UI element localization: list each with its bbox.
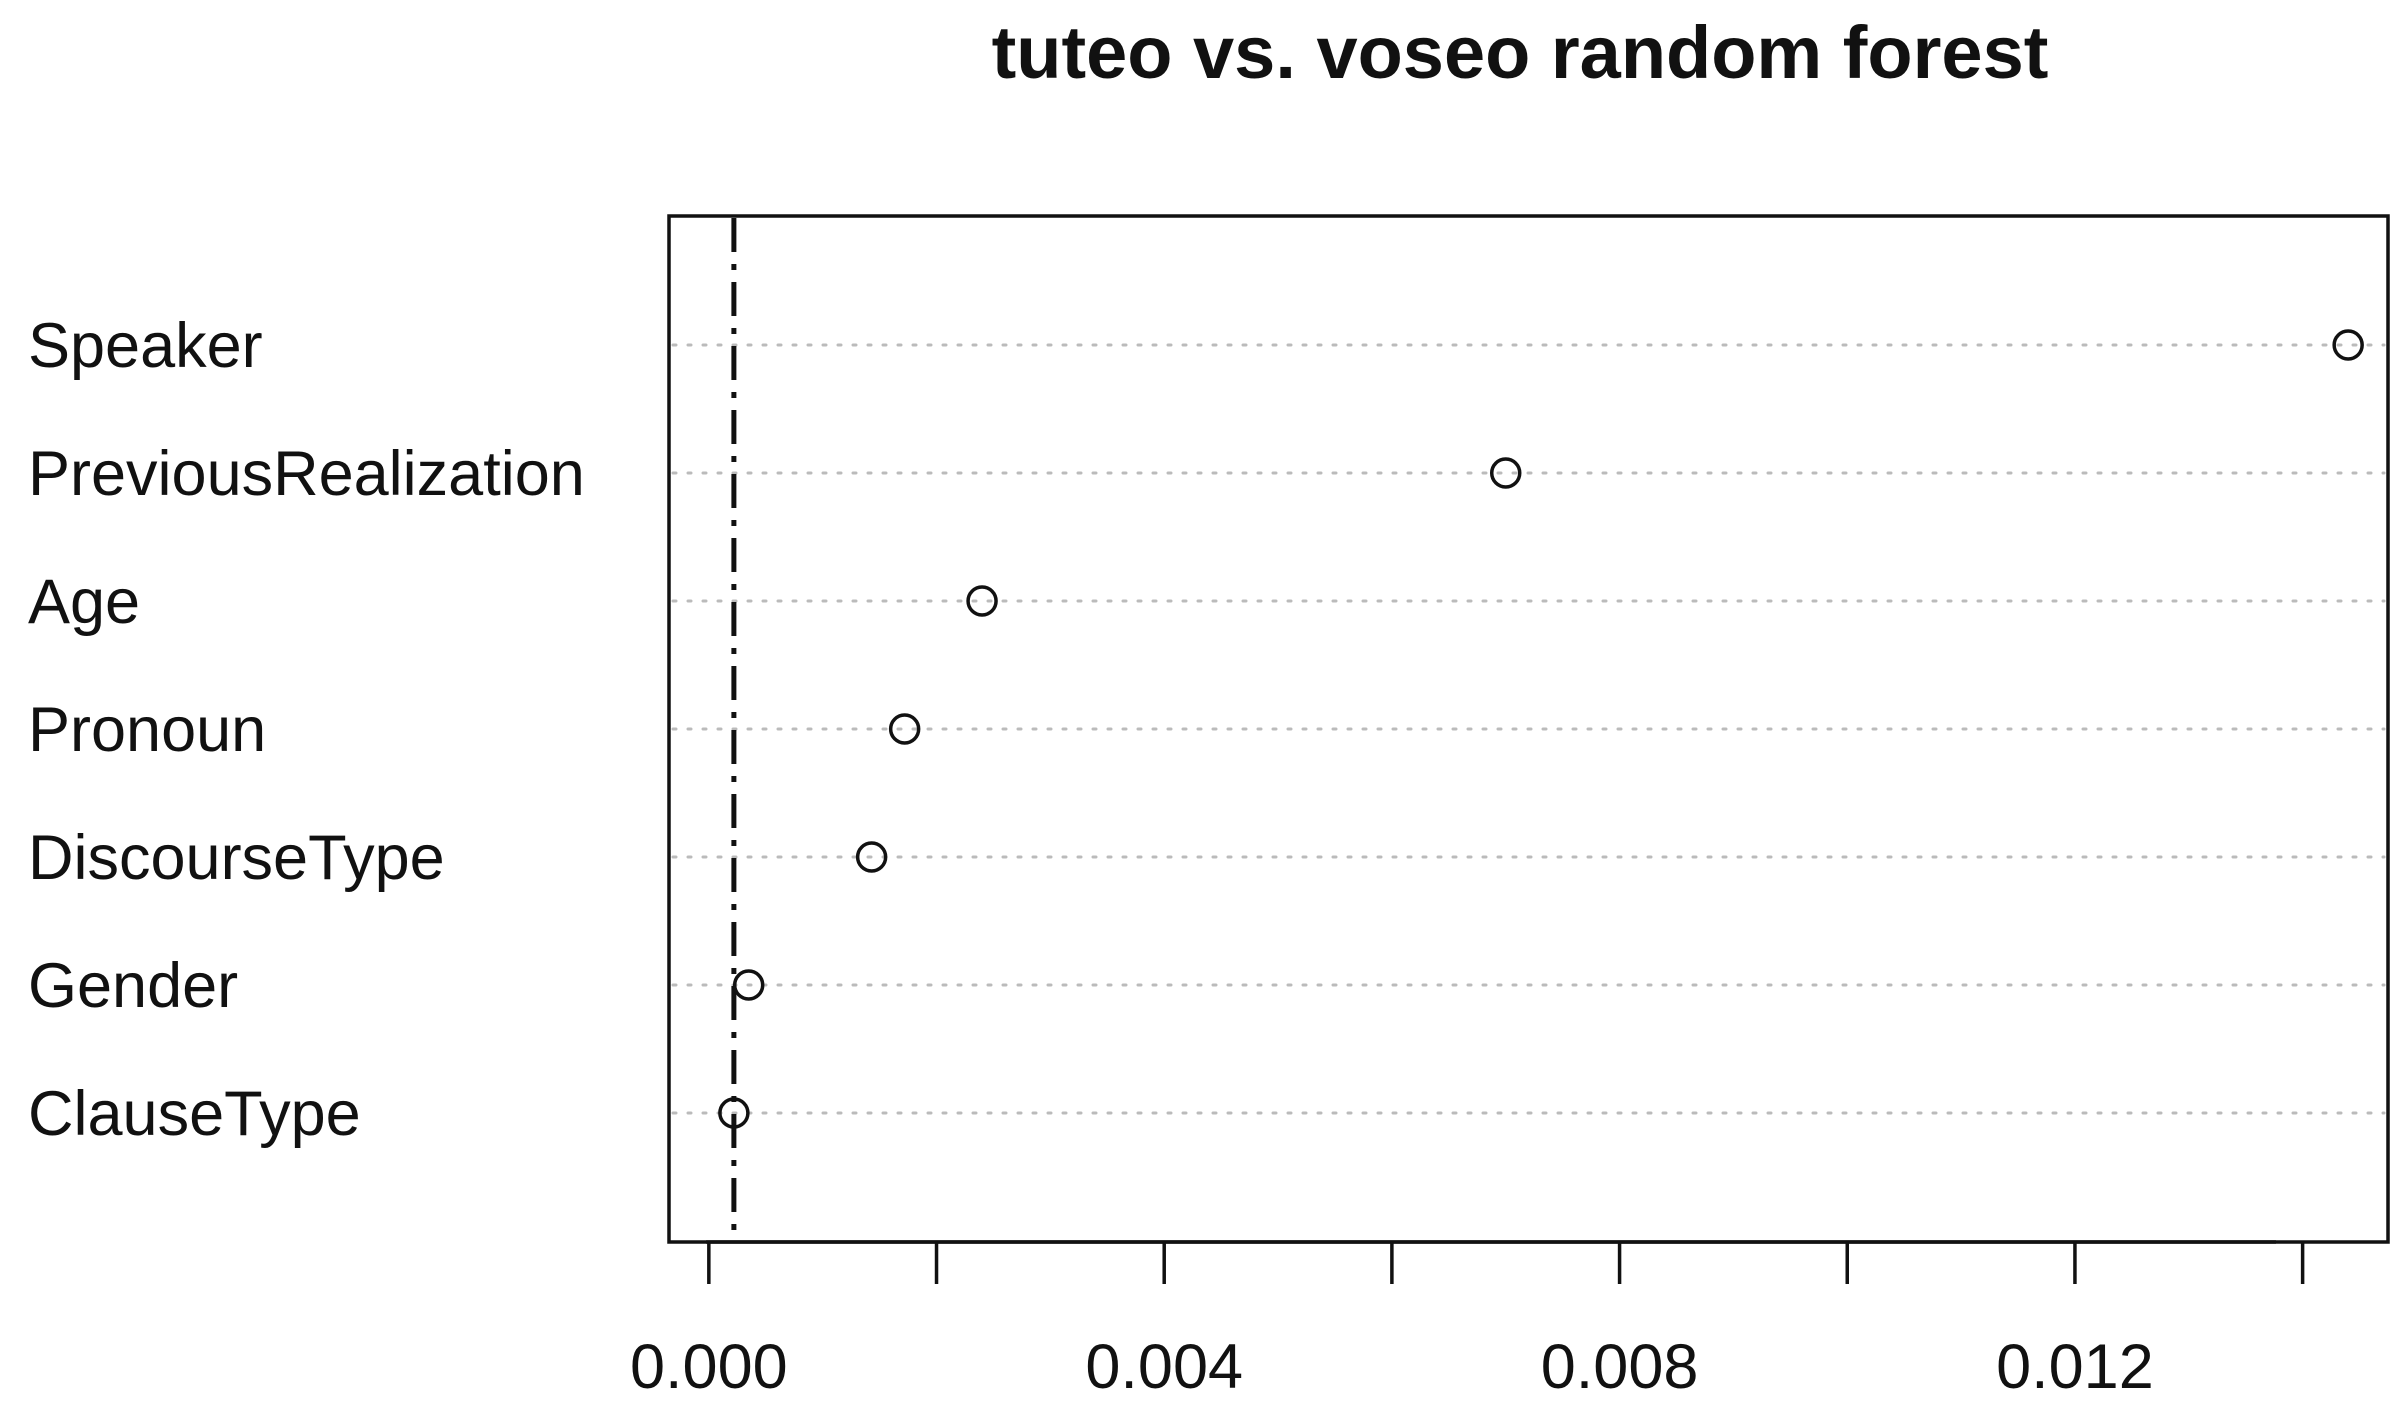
chart-title: tuteo vs. voseo random forest bbox=[992, 11, 2049, 94]
data-point bbox=[888, 713, 921, 745]
grid-lines bbox=[671, 343, 2386, 1115]
category-label: Gender bbox=[28, 951, 238, 1021]
data-point bbox=[2332, 329, 2364, 361]
category-label: PreviousRealization bbox=[28, 439, 585, 509]
x-axis: 0.000 0.004 0.008 0.012 bbox=[630, 1240, 2305, 1402]
data-point bbox=[966, 585, 998, 617]
category-label: Age bbox=[28, 567, 140, 637]
category-label: Pronoun bbox=[28, 695, 266, 765]
category-label: Speaker bbox=[28, 311, 263, 381]
x-tick-label: 0.004 bbox=[1085, 1332, 1243, 1402]
x-tick-label: 0.012 bbox=[1996, 1332, 2154, 1402]
category-labels: Speaker PreviousRealization Age Pronoun Disc… bbox=[28, 311, 585, 1149]
data-point bbox=[718, 1097, 750, 1129]
category-label: DiscourseType bbox=[28, 823, 445, 893]
data-point bbox=[1489, 457, 1522, 489]
data-point bbox=[732, 969, 765, 1001]
data-points bbox=[718, 329, 2364, 1129]
category-label: ClauseType bbox=[28, 1079, 361, 1149]
x-tick-label: 0.008 bbox=[1541, 1332, 1699, 1402]
x-tick-label: 0.000 bbox=[630, 1332, 788, 1402]
data-point bbox=[855, 841, 888, 873]
